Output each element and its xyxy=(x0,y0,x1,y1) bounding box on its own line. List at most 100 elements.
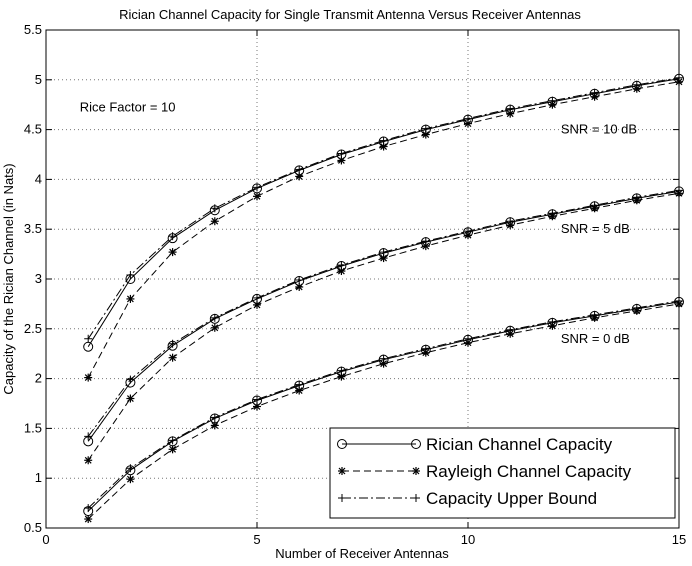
rayleigh-marker-stroke xyxy=(380,254,388,262)
bound-marker xyxy=(337,261,346,270)
bound-marker xyxy=(210,204,219,213)
bound-marker xyxy=(379,354,388,363)
bound-marker xyxy=(126,271,135,280)
rayleigh-marker-stroke xyxy=(211,217,219,225)
y-tick-label: 2.5 xyxy=(24,321,42,336)
rayleigh-marker xyxy=(84,456,93,465)
bound-marker xyxy=(253,395,261,404)
rayleigh-marker-stroke xyxy=(126,395,134,402)
rayleigh-marker-stroke xyxy=(337,267,345,275)
bound-marker xyxy=(84,504,93,513)
y-tick-label: 5.5 xyxy=(24,22,42,37)
rayleigh-marker-stroke xyxy=(337,373,345,381)
legend-box xyxy=(329,427,676,519)
y-tick-label: 2 xyxy=(35,371,42,386)
rayleigh-marker-stroke xyxy=(295,387,303,394)
rayleigh-marker xyxy=(210,217,219,226)
bound-marker xyxy=(295,380,304,389)
rayleigh-marker-stroke xyxy=(253,301,261,309)
bound-marker xyxy=(210,413,219,422)
rayleigh-marker xyxy=(295,386,304,395)
y-axis-label: Capacity of the Rician Channel (in Nats) xyxy=(1,163,16,394)
y-tick-label: 4.5 xyxy=(24,122,42,137)
y-tick-label: 1.5 xyxy=(24,420,42,435)
rayleigh-marker-stroke xyxy=(295,172,303,180)
bound-marker xyxy=(338,494,346,502)
rayleigh-marker xyxy=(412,467,420,475)
x-tick-label: 10 xyxy=(461,532,475,547)
series-line xyxy=(87,303,680,520)
x-tick-label: 5 xyxy=(253,532,260,547)
rayleigh-marker xyxy=(338,467,346,475)
rayleigh-marker xyxy=(126,294,135,303)
rayleigh-marker-stroke xyxy=(412,467,420,475)
rayleigh-marker-stroke xyxy=(84,515,92,523)
bound-marker xyxy=(84,432,93,441)
bound-marker xyxy=(379,248,388,257)
bound-marker xyxy=(168,436,177,445)
rayleigh-marker xyxy=(168,445,177,454)
bound-marker xyxy=(253,293,261,302)
y-tick-label: 1 xyxy=(35,470,42,485)
y-tick-label: 0.5 xyxy=(24,520,42,535)
x-axis-label: Number of Receiver Antennas xyxy=(275,546,449,561)
rayleigh-marker-stroke xyxy=(253,192,261,200)
rayleigh-marker-stroke xyxy=(84,456,92,464)
bound-marker xyxy=(506,217,515,226)
annotations: Rice Factor = 10 SNR = 10 dB SNR = 5 dB SNR… xyxy=(80,100,637,346)
rician-marker xyxy=(411,439,421,449)
rayleigh-marker-stroke xyxy=(169,445,177,453)
bound-marker xyxy=(126,375,135,384)
chart-title: Rician Channel Capacity for Single Trans… xyxy=(119,7,581,22)
rayleigh-marker xyxy=(337,156,346,165)
rayleigh-marker xyxy=(253,402,261,411)
series-line xyxy=(87,77,680,340)
bound-marker xyxy=(421,124,430,133)
x-tick-label: 0 xyxy=(42,532,49,547)
rayleigh-marker-stroke xyxy=(126,475,134,483)
rayleigh-marker xyxy=(253,192,261,201)
bound-marker xyxy=(126,464,135,473)
annotation-label: SNR = 5 dB xyxy=(561,221,630,236)
bound-marker xyxy=(421,344,430,353)
bound-marker xyxy=(379,136,388,145)
rayleigh-marker-stroke xyxy=(422,131,430,139)
annotation-label: SNR = 10 dB xyxy=(561,122,637,137)
bound-marker xyxy=(548,96,557,105)
bound-marker xyxy=(464,114,472,123)
bound-marker xyxy=(632,193,641,202)
bound-marker xyxy=(421,237,430,246)
bound-marker xyxy=(295,165,304,174)
bound-marker xyxy=(464,334,472,343)
rayleigh-marker-stroke xyxy=(211,421,219,429)
bound-marker xyxy=(84,334,93,343)
rayleigh-marker xyxy=(295,172,304,181)
rayleigh-marker xyxy=(210,421,219,430)
rayleigh-marker xyxy=(253,300,261,309)
rayleigh-marker xyxy=(126,475,135,484)
rayleigh-marker-stroke xyxy=(126,295,134,303)
bound-marker xyxy=(590,310,599,319)
bound-marker xyxy=(337,149,346,158)
rayleigh-marker xyxy=(168,353,177,362)
annotation-label: Rice Factor = 10 xyxy=(80,100,176,115)
bound-marker xyxy=(168,339,177,348)
series-layer xyxy=(83,73,684,524)
y-tick-label: 5 xyxy=(35,72,42,87)
rayleigh-marker-stroke xyxy=(295,283,303,291)
bound-marker xyxy=(590,201,599,210)
bound-marker xyxy=(253,183,261,192)
rayleigh-marker-stroke xyxy=(253,403,261,410)
y-tick-label: 3.5 xyxy=(24,221,42,236)
rayleigh-marker xyxy=(84,515,93,524)
bound-marker xyxy=(412,494,420,502)
rayleigh-marker-stroke xyxy=(506,110,514,118)
rayleigh-marker xyxy=(84,373,93,382)
bound-marker xyxy=(632,303,641,312)
rayleigh-marker-stroke xyxy=(169,354,177,362)
rayleigh-marker-stroke xyxy=(211,324,219,332)
rayleigh-marker xyxy=(168,248,177,257)
bound-marker xyxy=(548,317,557,326)
bound-marker xyxy=(590,88,599,97)
